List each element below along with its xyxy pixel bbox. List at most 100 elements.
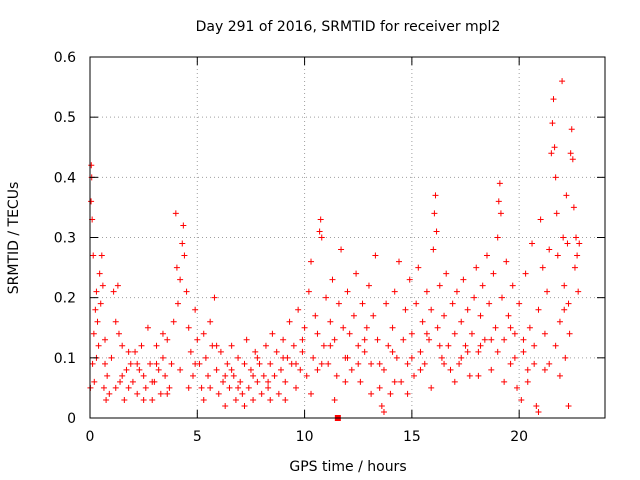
data-point [153, 360, 160, 367]
data-point [125, 384, 132, 391]
data-point [254, 378, 261, 385]
data-point [153, 342, 160, 349]
data-point [353, 270, 360, 277]
data-point [492, 324, 499, 331]
data-point [254, 354, 261, 361]
data-point [421, 360, 428, 367]
x-tick-label: 15 [403, 429, 421, 445]
data-point [295, 306, 302, 313]
data-point [127, 360, 134, 367]
data-point [406, 276, 413, 283]
data-point [222, 372, 229, 379]
data-point [173, 264, 180, 271]
data-point [556, 372, 563, 379]
data-point [564, 240, 571, 247]
data-point [511, 330, 518, 337]
data-point [568, 126, 575, 133]
data-point [511, 354, 518, 361]
data-point [559, 78, 566, 85]
data-point [494, 234, 501, 241]
data-point [556, 318, 563, 325]
data-point [125, 348, 132, 355]
y-tick-label: 0 [67, 411, 76, 427]
data-point [119, 372, 126, 379]
data-point [172, 210, 179, 217]
data-point [170, 318, 177, 325]
data-point [348, 366, 355, 373]
chart-title: Day 291 of 2016, SRMTID for receiver mpl… [196, 19, 501, 35]
data-point [408, 354, 415, 361]
data-point [549, 120, 556, 127]
data-point [98, 252, 105, 259]
y-tick-label: 0.2 [54, 291, 76, 307]
data-point [486, 300, 493, 307]
data-point [290, 342, 297, 349]
data-point [433, 228, 440, 235]
data-point [123, 366, 130, 373]
data-point [475, 372, 482, 379]
data-point [529, 240, 536, 247]
data-point [177, 366, 184, 373]
data-point [488, 366, 495, 373]
data-point [402, 306, 409, 313]
data-point [368, 360, 375, 367]
data-point [438, 354, 445, 361]
data-point [174, 300, 181, 307]
data-point [359, 300, 366, 307]
data-point [520, 348, 527, 355]
data-point [271, 372, 278, 379]
data-point [299, 348, 306, 355]
data-point [104, 372, 111, 379]
data-point [235, 354, 242, 361]
data-point [144, 324, 151, 331]
data-point [114, 282, 121, 289]
x-tick-label: 5 [193, 429, 202, 445]
data-point [387, 390, 394, 397]
data-point [372, 252, 379, 259]
data-point [432, 192, 439, 199]
data-point [445, 342, 452, 349]
data-point [177, 276, 184, 283]
y-tick-label: 0.3 [54, 231, 76, 247]
data-point [320, 342, 327, 349]
data-point [368, 390, 375, 397]
data-point [312, 312, 319, 319]
y-tick-label: 0.4 [54, 170, 76, 186]
data-point [554, 252, 561, 259]
data-point [267, 360, 274, 367]
data-point [159, 330, 166, 337]
data-point [490, 270, 497, 277]
data-point [526, 324, 533, 331]
y-tick-label: 0.1 [54, 351, 76, 367]
data-point [415, 264, 422, 271]
data-point [471, 294, 478, 301]
data-point [380, 366, 387, 373]
data-point [164, 336, 171, 343]
data-point [453, 288, 460, 295]
data-point [548, 150, 555, 157]
data-point [162, 372, 169, 379]
data-point [112, 318, 119, 325]
data-point [96, 270, 103, 277]
data-point [211, 294, 218, 301]
data-point [533, 402, 540, 409]
data-point [546, 246, 553, 253]
grid [90, 57, 605, 418]
data-point [179, 240, 186, 247]
data-point [516, 300, 523, 307]
data-point [115, 330, 122, 337]
data-point [316, 228, 323, 235]
data-point [95, 342, 102, 349]
data-point [383, 300, 390, 307]
data-point [308, 390, 315, 397]
data-point [89, 360, 96, 367]
data-point [365, 282, 372, 289]
data-point [215, 390, 222, 397]
data-point [308, 258, 315, 265]
data-point [552, 342, 559, 349]
y-tick-label: 0.6 [54, 50, 76, 66]
data-point [361, 348, 368, 355]
data-point [282, 396, 289, 403]
data-point [239, 390, 246, 397]
data-point [340, 324, 347, 331]
